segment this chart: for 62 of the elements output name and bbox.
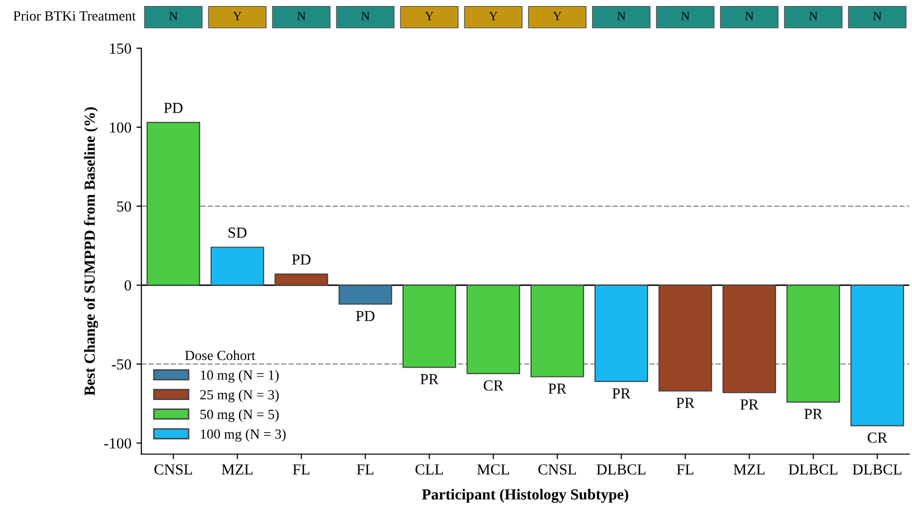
category-label: Y [552, 12, 562, 20]
data-label: SD [228, 228, 246, 238]
y-tick-label: 150 [110, 43, 132, 54]
bar [594, 284, 648, 382]
data-label: CR [484, 380, 504, 391]
bar [530, 284, 584, 378]
legend-label: 10 mg (N = 1) [200, 370, 279, 383]
category-label: N [169, 12, 178, 20]
data-label: PR [740, 399, 759, 410]
x-tick-label: FL [356, 464, 374, 474]
data-label: PR [420, 374, 439, 384]
category-label: Y [424, 12, 434, 20]
data-label: CR [868, 432, 888, 443]
category-label: N [809, 12, 818, 20]
category-label: N [681, 12, 690, 20]
y-tick-label: -50 [112, 359, 132, 370]
x-tick-label: MZL [734, 464, 764, 474]
bar [338, 284, 392, 305]
category-label: N [297, 12, 306, 20]
category-label: N [745, 12, 754, 20]
data-label: PD [292, 254, 310, 265]
legend-label: 100 mg (N = 3) [200, 428, 286, 442]
y-tick-label: 0 [124, 280, 132, 291]
data-label: PR [804, 408, 823, 419]
x-tick-label: CNSL [538, 464, 576, 475]
x-tick-label: MZL [222, 464, 253, 474]
y-axis-title: Best Change of SUMPPD from Baseline (%) [84, 107, 98, 396]
category-label: N [617, 12, 626, 20]
x-tick-label: CNSL [154, 464, 192, 475]
x-axis-title: Participant (Histology Subtype) [422, 488, 628, 503]
bar [466, 284, 520, 374]
category-label: Y [232, 12, 242, 20]
data-label: PD [164, 102, 183, 113]
data-label: PR [676, 398, 695, 408]
legend-label: 50 mg (N = 5) [200, 409, 279, 422]
x-tick-label: FL [292, 464, 310, 474]
x-tick-label: FL [676, 464, 694, 474]
x-tick-label: DLBCL [596, 464, 646, 475]
data-label: PD [356, 311, 374, 322]
category-label: N [361, 12, 370, 20]
y-tick-label: 100 [110, 122, 132, 133]
category-label: Y [488, 12, 498, 20]
legend-label: 25 mg (N = 3) [200, 390, 279, 402]
legend-title: Dose Cohort [185, 350, 256, 360]
bar [274, 274, 328, 286]
x-tick-label: MCL [477, 464, 509, 475]
category-label: N [873, 12, 882, 20]
y-tick-label: 50 [117, 201, 132, 212]
data-label: PR [548, 384, 567, 394]
bar [402, 284, 456, 368]
y-tick-label: -100 [104, 438, 132, 449]
data-label: PR [612, 388, 631, 398]
text: Prior BTKi Treatment [14, 11, 136, 21]
bar [210, 246, 264, 286]
x-tick-label: CLL [416, 464, 443, 475]
bar [722, 284, 776, 394]
bar [658, 284, 712, 392]
x-tick-label: DLBCL [788, 464, 838, 475]
bar [786, 284, 840, 403]
x-tick-label: DLBCL [852, 464, 902, 475]
bar [146, 122, 200, 286]
bar [850, 284, 904, 426]
